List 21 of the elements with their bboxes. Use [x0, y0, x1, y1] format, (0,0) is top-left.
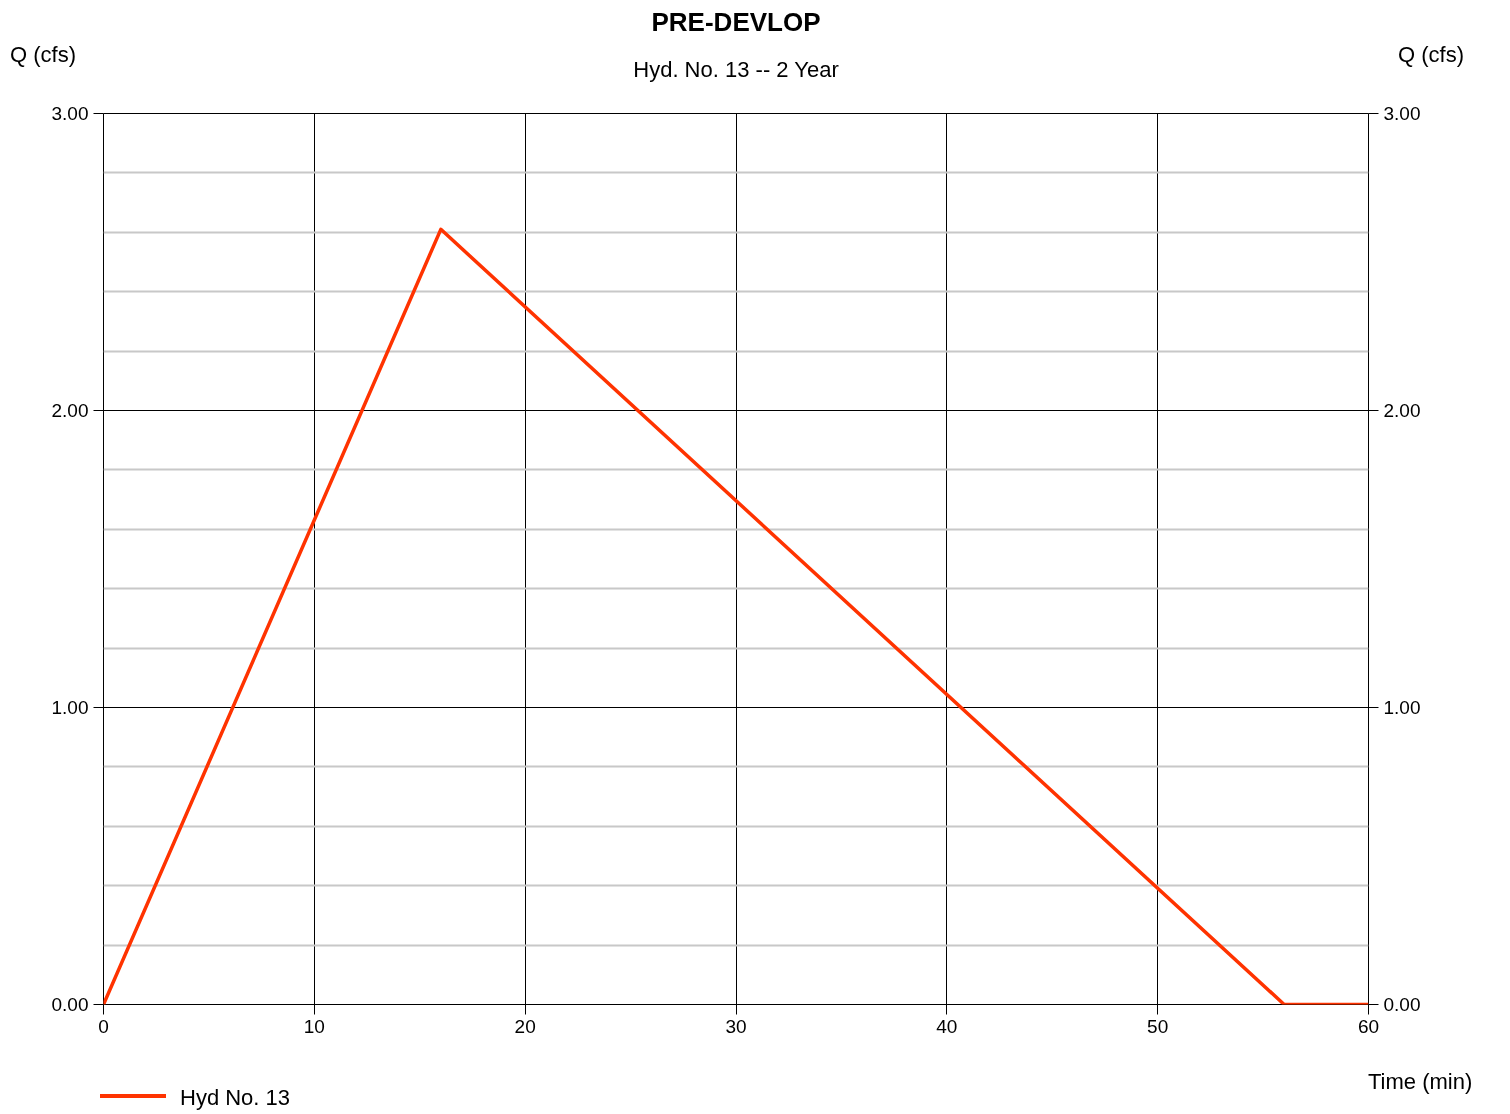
y2-tick-label: 3.00	[1383, 103, 1421, 124]
y-tick-label: 2.00	[51, 400, 89, 421]
x-tick-label: 30	[725, 1015, 747, 1037]
x-tick-label: 40	[936, 1015, 958, 1037]
y-tick-label: 0.00	[51, 994, 89, 1015]
y-axis-title: Q (cfs)	[10, 41, 76, 69]
y2-tick-label: 0.00	[1383, 994, 1421, 1015]
y-tick-label: 1.00	[51, 697, 89, 718]
x-tick-label: 10	[303, 1015, 325, 1037]
legend-label: Hyd No. 13	[180, 1084, 291, 1112]
chart-subtitle: Hyd. No. 13 -- 2 Year	[633, 56, 839, 84]
y2-tick-label: 2.00	[1383, 400, 1421, 421]
x-tick-label: 0	[98, 1015, 109, 1037]
x-tick-label: 20	[514, 1015, 536, 1037]
x-tick-label: 50	[1147, 1015, 1169, 1037]
y2-tick-label: 1.00	[1383, 697, 1421, 718]
y-tick-label: 3.00	[51, 103, 89, 124]
x-tick-label: 60	[1357, 1015, 1380, 1037]
chart-title: PRE-DEVLOP	[651, 6, 821, 39]
x-axis-title: Time (min)	[1368, 1068, 1473, 1096]
y2-axis-title: Q (cfs)	[1398, 41, 1464, 69]
